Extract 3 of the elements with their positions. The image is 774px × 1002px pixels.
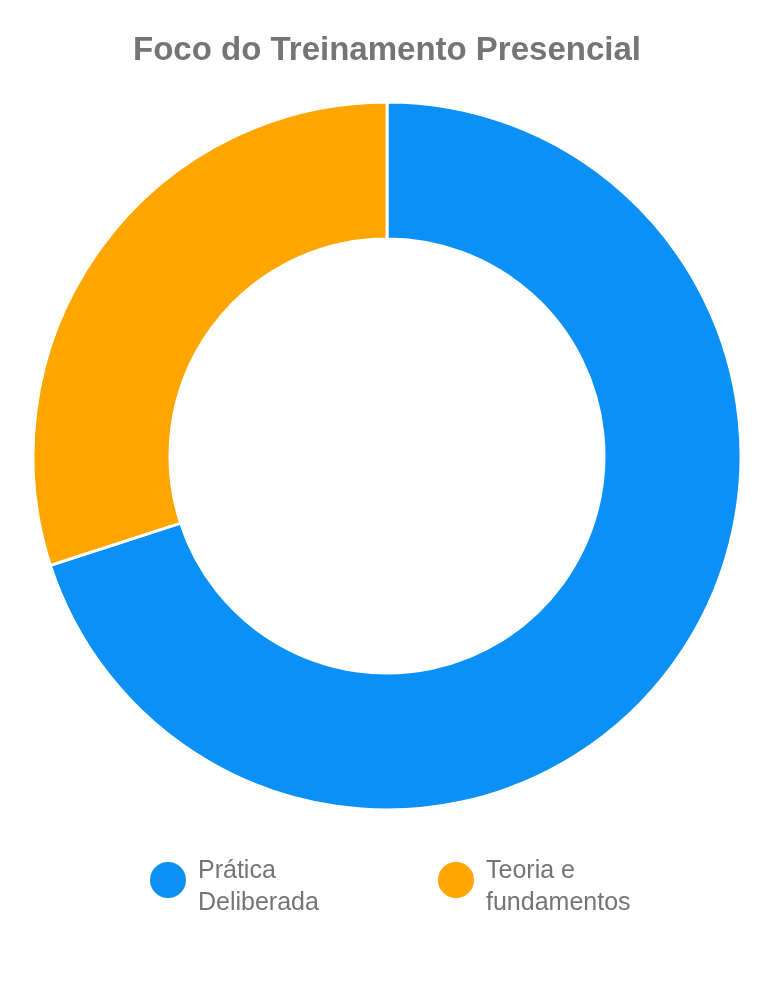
legend-label: Prática Deliberada: [198, 855, 320, 915]
chart-title: Foco do Treinamento Presencial: [133, 30, 641, 67]
legend-label: Teoria e fundamentos: [486, 855, 631, 915]
